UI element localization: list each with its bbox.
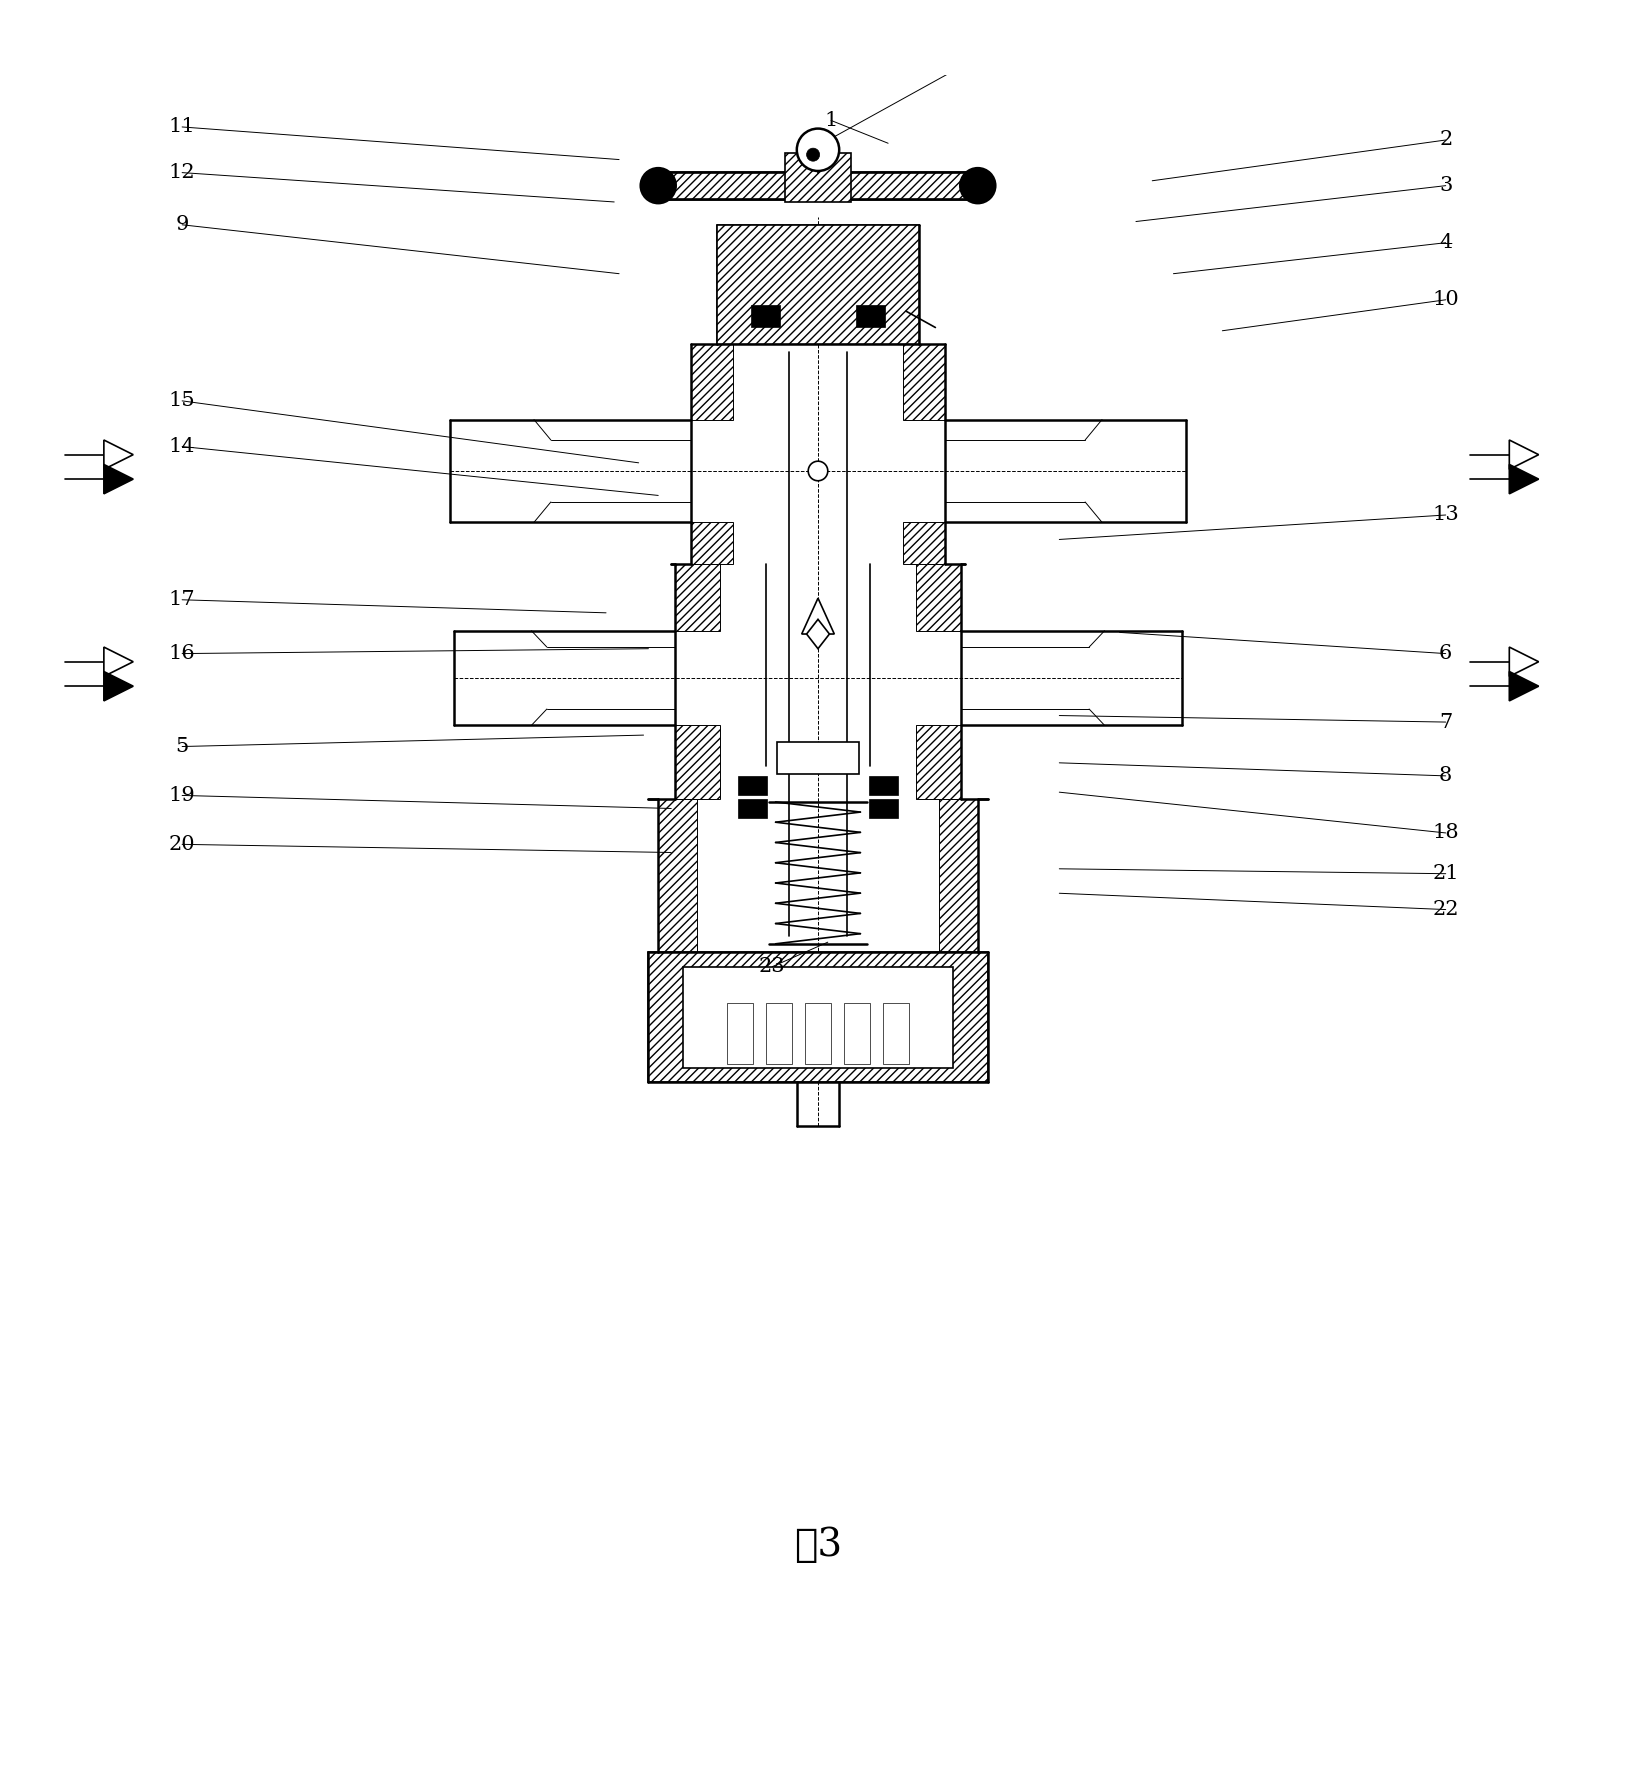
Text: 7: 7 [1440, 712, 1453, 732]
Text: 6: 6 [1440, 644, 1453, 664]
Polygon shape [103, 440, 133, 470]
Bar [717, 224, 919, 344]
Text: 22: 22 [1433, 901, 1459, 918]
Bar [690, 522, 733, 564]
Polygon shape [802, 598, 834, 634]
Bar [916, 564, 962, 630]
Text: 2: 2 [1440, 130, 1453, 150]
Polygon shape [1510, 648, 1538, 676]
Bar [726, 1002, 753, 1064]
Circle shape [808, 461, 828, 481]
Text: 18: 18 [1433, 824, 1459, 842]
Polygon shape [1510, 671, 1538, 701]
Text: 10: 10 [1433, 290, 1459, 310]
Bar [903, 522, 946, 564]
Text: 8: 8 [1440, 767, 1453, 785]
Bar [903, 344, 946, 420]
Bar [682, 967, 954, 1068]
Bar [766, 1002, 792, 1064]
Text: 9: 9 [175, 215, 188, 235]
Text: 23: 23 [759, 958, 785, 975]
Bar [658, 799, 697, 952]
Bar [869, 776, 898, 796]
Bar [690, 344, 733, 420]
Text: 19: 19 [169, 787, 195, 805]
Text: 11: 11 [169, 117, 195, 137]
Circle shape [797, 128, 839, 171]
Text: 12: 12 [169, 164, 195, 182]
Text: 20: 20 [169, 835, 195, 854]
Text: 17: 17 [169, 591, 195, 609]
Text: 16: 16 [169, 644, 195, 664]
Bar [856, 304, 885, 328]
Text: 3: 3 [1440, 176, 1453, 196]
Text: 4: 4 [1440, 233, 1453, 253]
Bar [674, 564, 720, 630]
Bar [939, 799, 978, 952]
Bar [916, 724, 962, 799]
Bar [658, 173, 978, 199]
Circle shape [807, 148, 820, 162]
Bar [844, 1002, 870, 1064]
Text: 13: 13 [1433, 506, 1459, 525]
Bar [751, 304, 780, 328]
Bar [648, 952, 988, 1082]
Text: 15: 15 [169, 392, 195, 411]
Bar [674, 724, 720, 799]
Bar [785, 153, 851, 201]
Text: 21: 21 [1433, 865, 1459, 883]
Text: 1: 1 [825, 110, 838, 130]
Polygon shape [103, 671, 133, 701]
Bar [869, 799, 898, 819]
Text: 图3: 图3 [793, 1527, 843, 1565]
Bar [738, 776, 767, 796]
Polygon shape [807, 619, 829, 648]
Polygon shape [1510, 465, 1538, 493]
Polygon shape [103, 465, 133, 493]
Bar [805, 1002, 831, 1064]
Polygon shape [1510, 440, 1538, 470]
Bar [738, 799, 767, 819]
Circle shape [960, 167, 996, 203]
Circle shape [640, 167, 676, 203]
Bar [883, 1002, 910, 1064]
Text: 5: 5 [175, 737, 188, 756]
Text: 14: 14 [169, 438, 195, 456]
Bar [777, 742, 859, 774]
Polygon shape [103, 648, 133, 676]
